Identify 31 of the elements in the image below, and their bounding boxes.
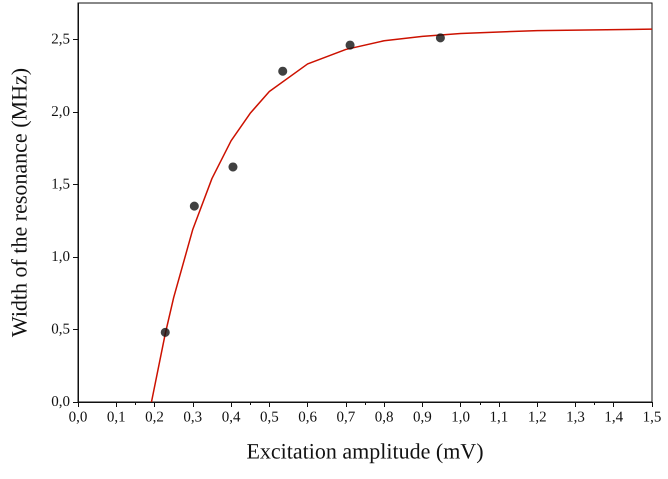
point: [346, 40, 355, 50]
point: [190, 202, 199, 211]
y-tick-label: 1,5: [51, 176, 70, 192]
x-tick-label: 0,6: [298, 410, 318, 426]
line-series: [150, 28, 653, 403]
x-tick-label: 1,5: [642, 410, 662, 426]
x-tick-label: 0,4: [222, 410, 241, 426]
point: [228, 162, 238, 172]
x-tick-label: 1,1: [490, 410, 508, 426]
x-tick-label: 1,4: [604, 410, 624, 426]
x-tick-label: 0,0: [68, 410, 88, 426]
x-tick-label: 1,0: [451, 410, 470, 426]
y-tick-label: 2,5: [51, 31, 70, 48]
y-tick-label: 1,0: [51, 248, 70, 265]
y-tick-label: 2,0: [51, 104, 70, 120]
x-tick-label: 0,8: [374, 410, 394, 426]
x-axis-title: Excitation amplitude (mV): [246, 438, 484, 464]
x-tick-label: 0,3: [183, 410, 202, 426]
x-tick-label: 1,2: [528, 410, 547, 426]
y-tick-label: 0,5: [51, 321, 70, 338]
x-tick-label: 1,3: [566, 410, 585, 426]
y-tick-label: 0,0: [51, 394, 70, 410]
x-tick-label: 0,5: [260, 410, 279, 426]
x-tick-label: 0,1: [106, 410, 126, 426]
point: [436, 33, 445, 42]
x-tick-label: 0,9: [413, 410, 432, 426]
y-axis-title: Width of the resonance (MHz): [6, 68, 32, 338]
x-tick-label: 0,2: [145, 410, 164, 426]
point: [278, 66, 288, 76]
point: [160, 328, 170, 337]
x-tick-label: 0,7: [336, 410, 356, 426]
